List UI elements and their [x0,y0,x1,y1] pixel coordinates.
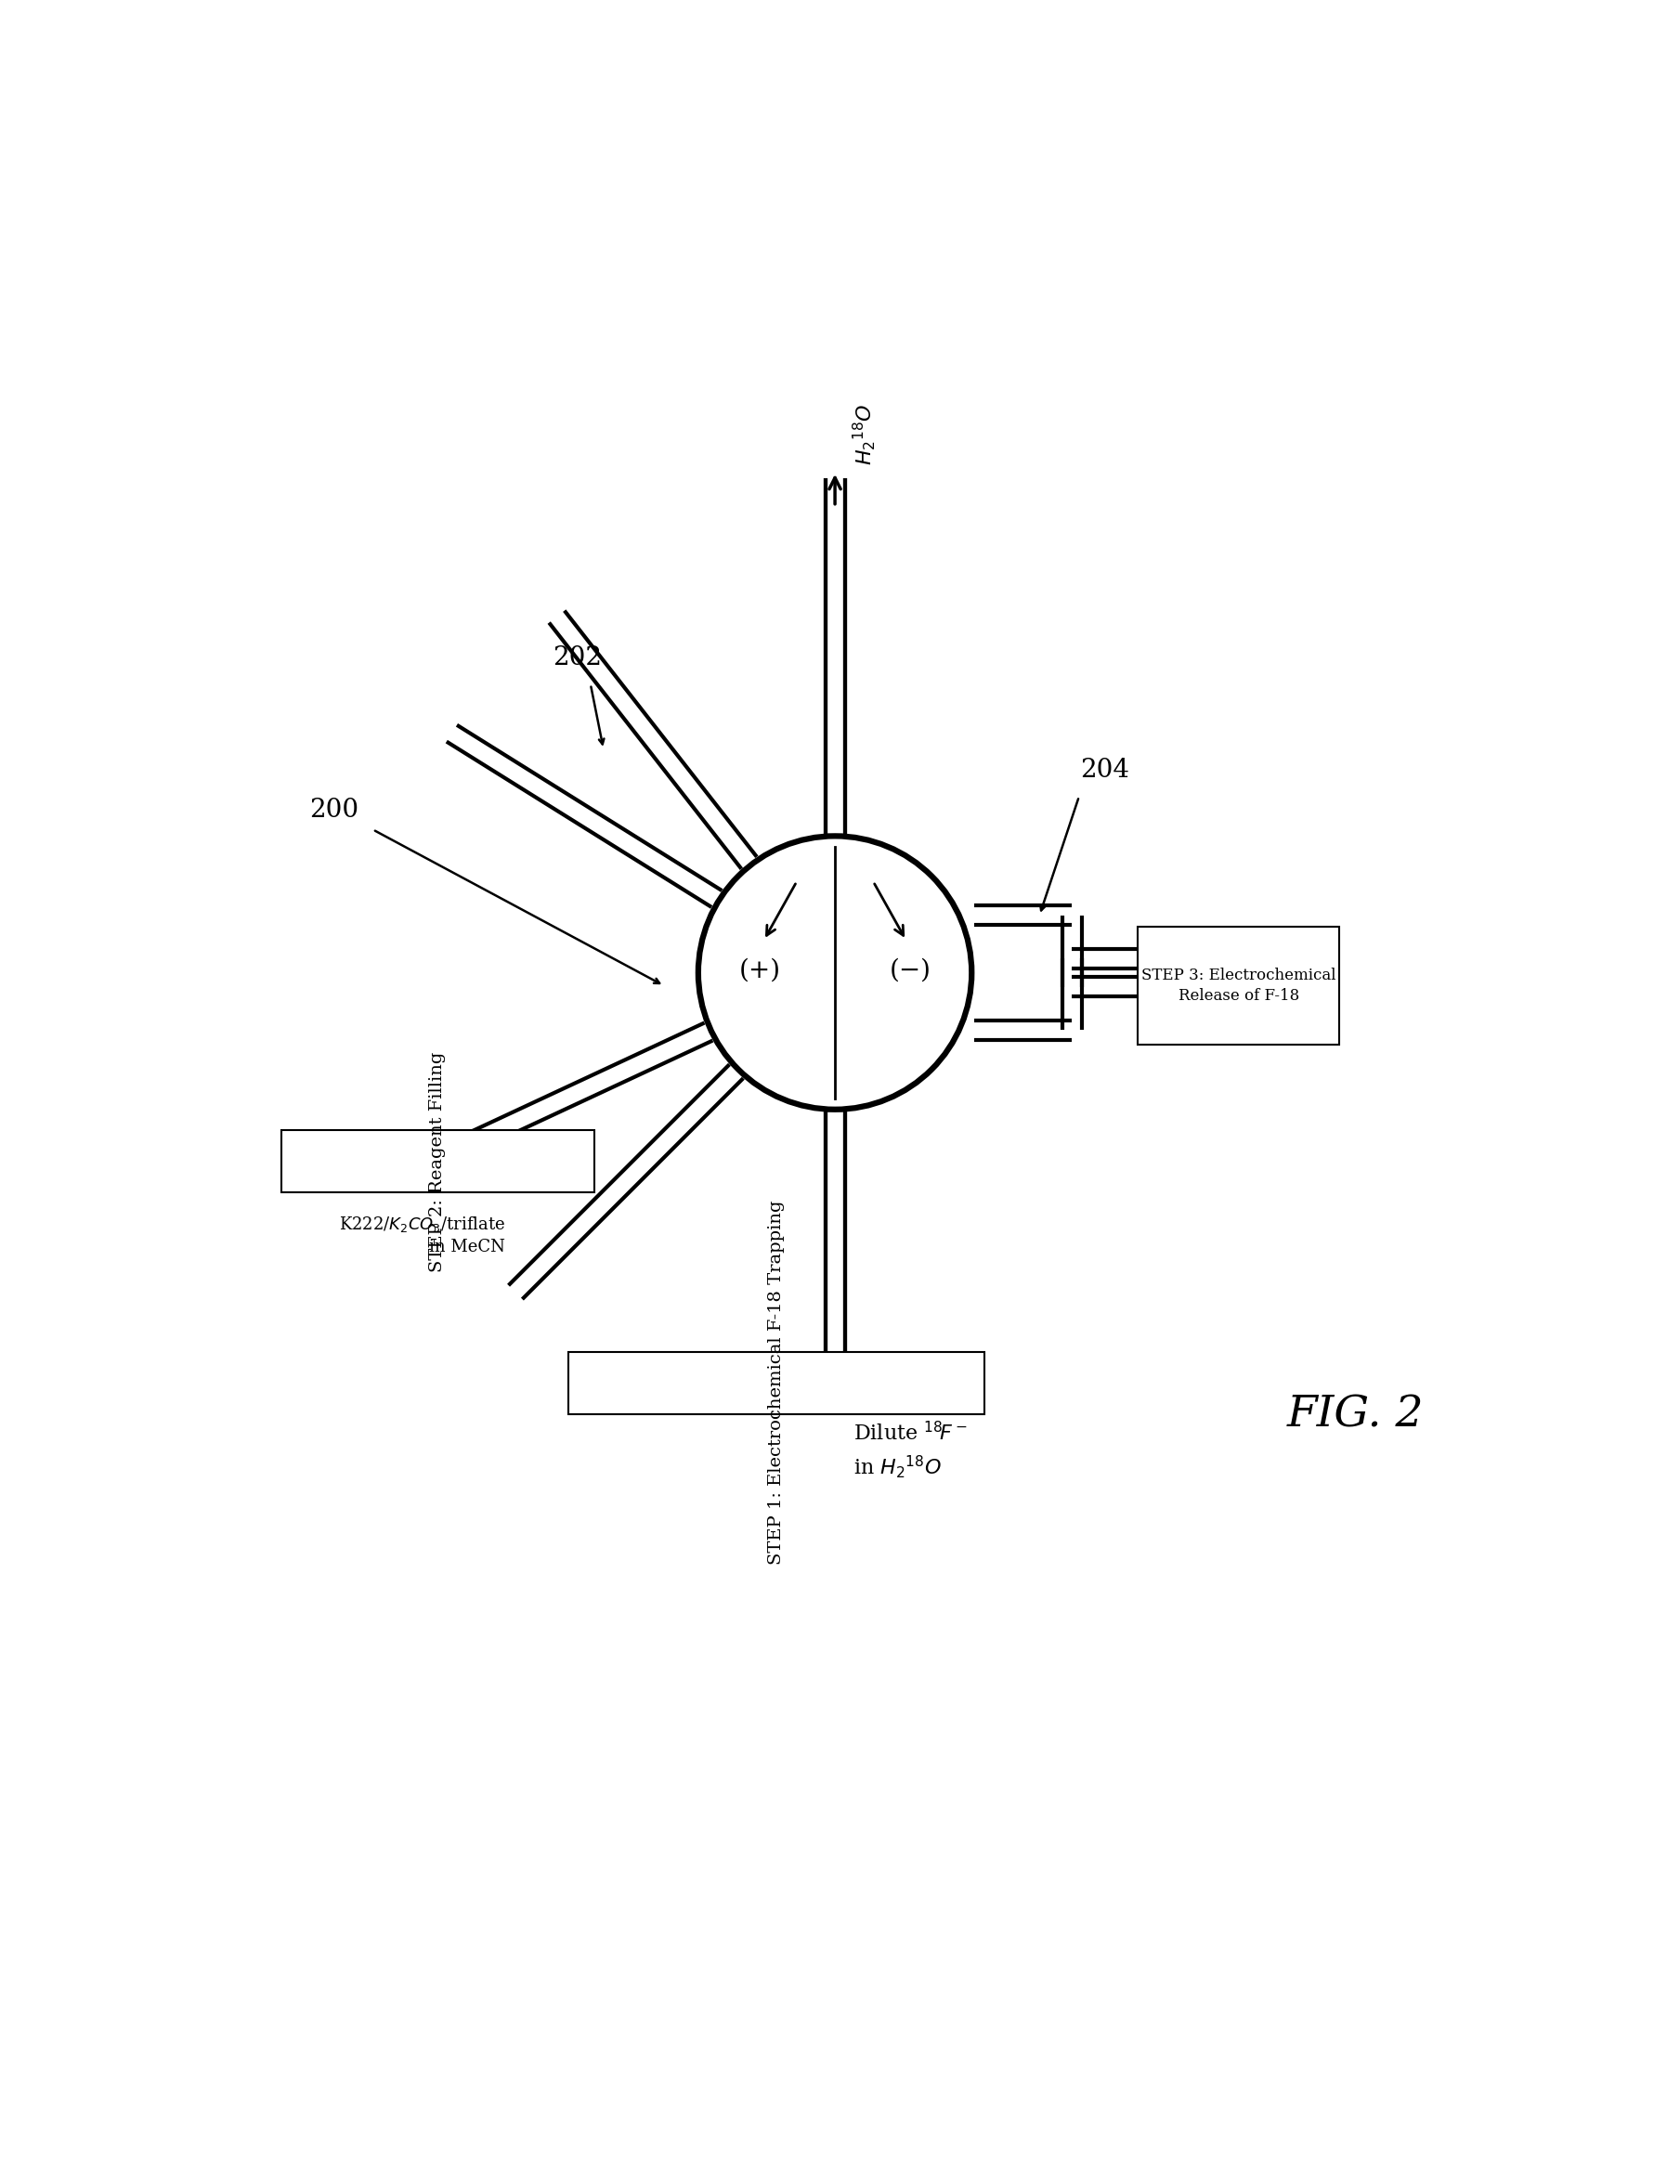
Text: Dilute $^{18}\!F^-$
in $H_2{}^{18}O$: Dilute $^{18}\!F^-$ in $H_2{}^{18}O$ [853,1422,968,1481]
Text: STEP 1: Electrochemical F-18 Trapping: STEP 1: Electrochemical F-18 Trapping [768,1201,785,1566]
Text: FIG. 2: FIG. 2 [1287,1393,1425,1437]
Circle shape [699,836,971,1109]
Text: STEP 2: Reagent Filling: STEP 2: Reagent Filling [430,1051,447,1271]
Text: (+): (+) [739,957,781,983]
Bar [568,1352,984,1413]
Text: $H_2{}^{18}O$: $H_2{}^{18}O$ [850,404,877,465]
Bar [282,1131,595,1192]
Bar [1137,928,1339,1044]
Text: (−): (−) [889,957,931,983]
Text: 204: 204 [1080,758,1129,782]
Text: 200: 200 [309,797,358,823]
Text: 202: 202 [553,646,601,670]
Text: STEP 3: Electrochemical
Release of F-18: STEP 3: Electrochemical Release of F-18 [1141,968,1336,1005]
Text: K222/$K_2CO_3$/triflate
in MeCN: K222/$K_2CO_3$/triflate in MeCN [338,1214,506,1256]
